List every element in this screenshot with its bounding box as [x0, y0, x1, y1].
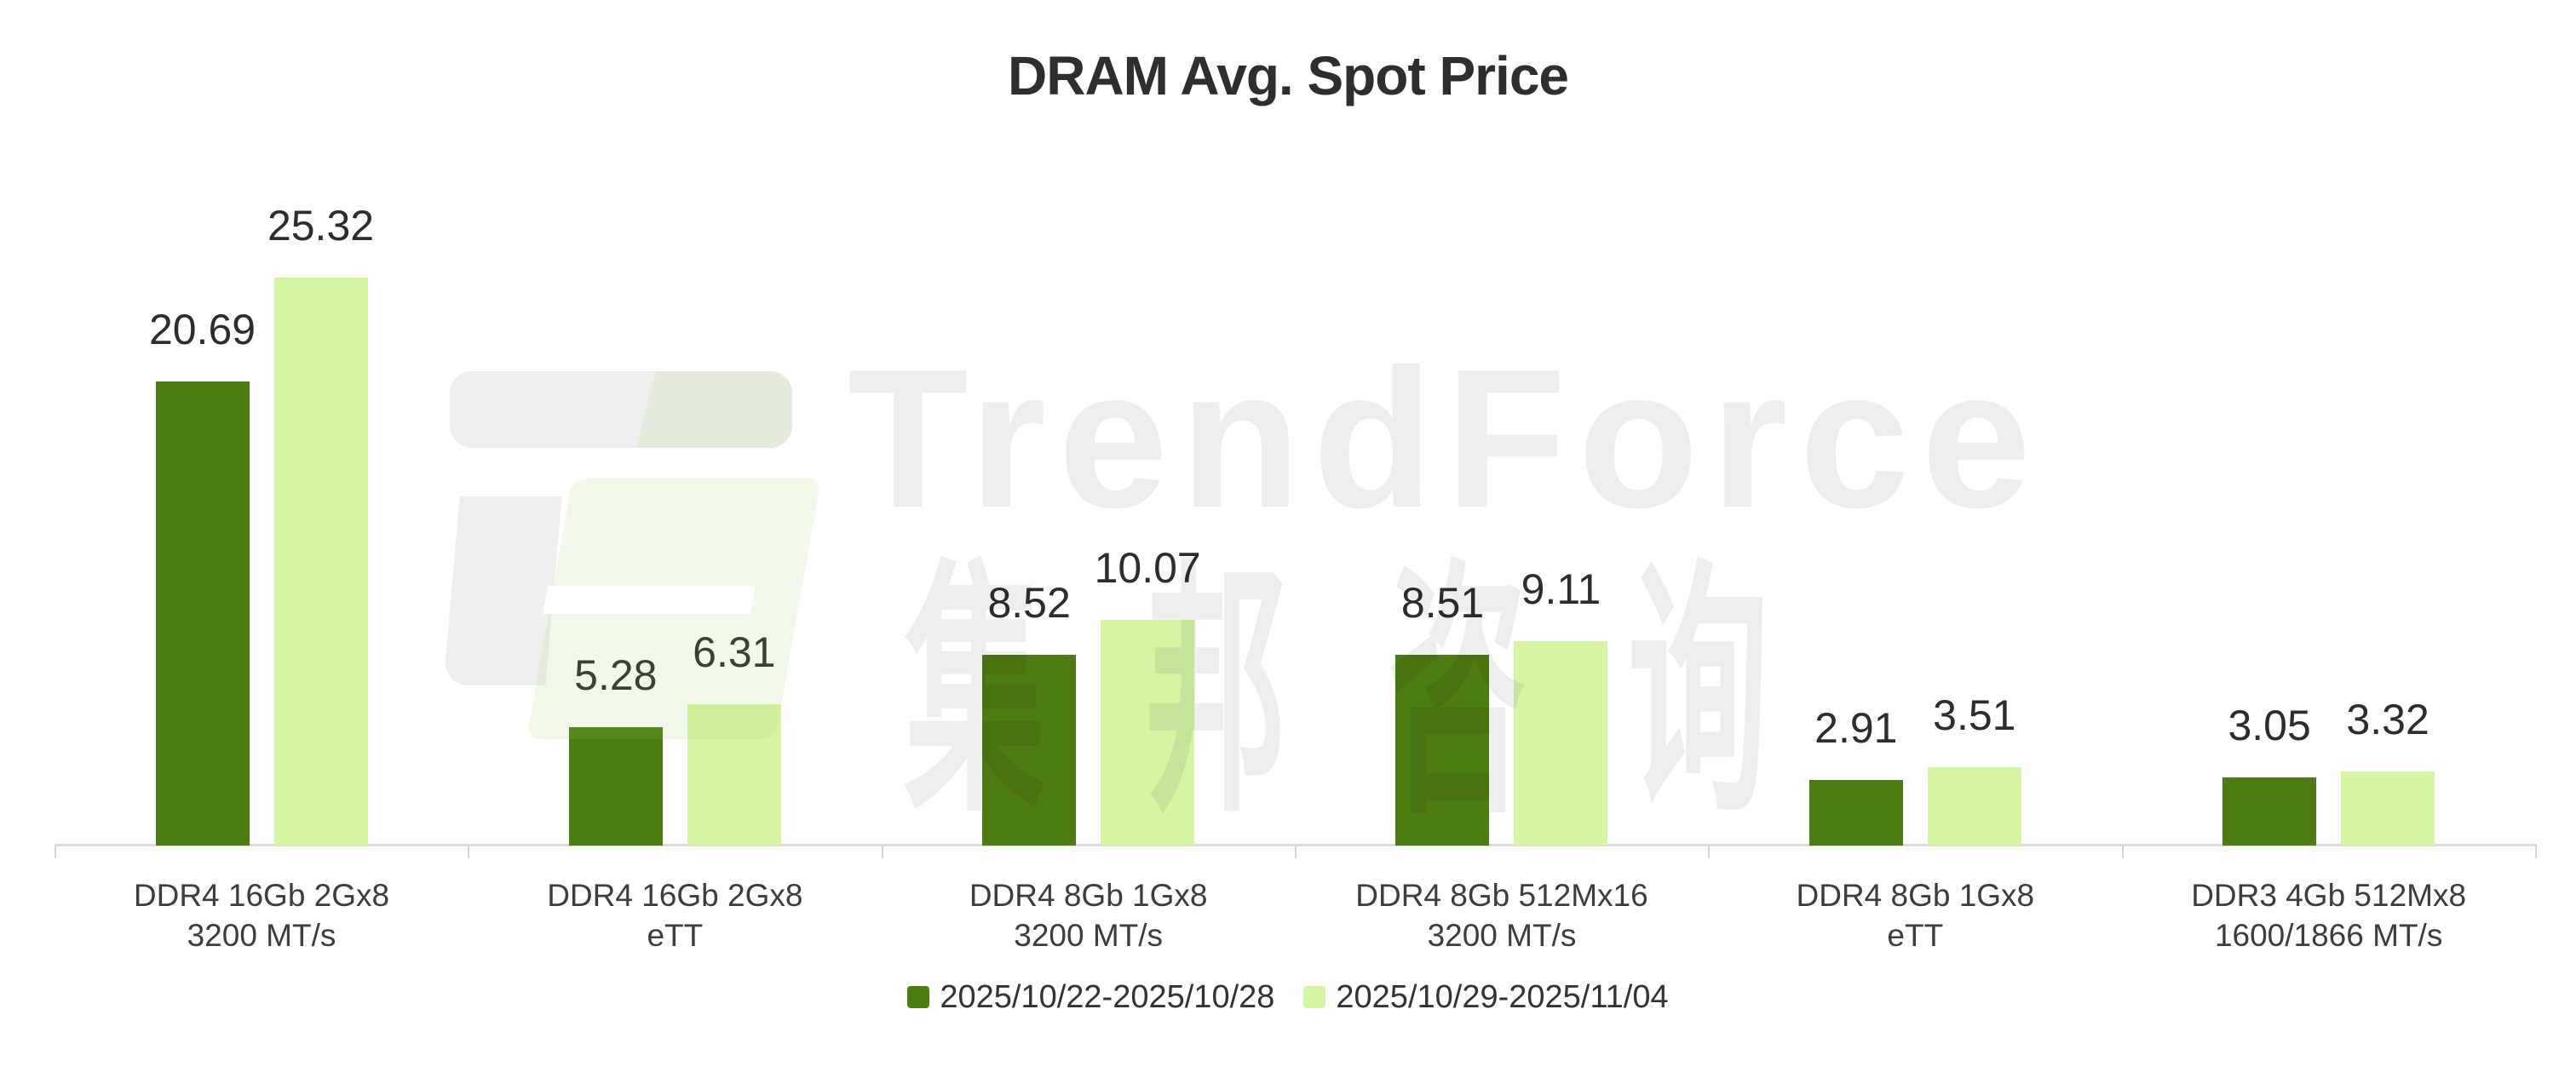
bar-series1-cat6	[2222, 777, 2317, 846]
bar-value-label: 3.05	[2228, 701, 2311, 749]
x-axis-tick	[1294, 846, 1297, 858]
legend-marker-icon	[907, 986, 930, 1008]
x-axis-category-label: DDR4 8Gb 512Mx16 3200 MT/s	[1295, 875, 1709, 956]
x-axis-category-line: DDR4 8Gb 1Gx8	[1796, 878, 2035, 913]
legend-label: 2025/10/22-2025/10/28	[940, 979, 1275, 1015]
bar-series1-cat2	[568, 726, 663, 846]
bar-value-label: 9.11	[1521, 565, 1601, 614]
x-axis-category-line: DDR3 4Gb 512Mx8	[2191, 878, 2467, 913]
x-axis-category-line: eTT	[1887, 918, 1944, 954]
bar-series1-cat3	[982, 654, 1077, 846]
bar-value-label: 20.69	[148, 306, 256, 354]
x-axis-tick	[2121, 846, 2124, 858]
legend-item-2: 2025/10/29-2025/11/04	[1303, 979, 1669, 1015]
bar-series1-cat5	[1808, 780, 1903, 846]
bar-value-label: 8.52	[987, 578, 1071, 627]
bar-series2-cat5	[1927, 766, 2021, 846]
x-axis-category-label: DDR4 16Gb 2Gx8 eTT	[468, 875, 882, 956]
x-axis-category-label: DDR3 4Gb 512Mx8 1600/1866 MT/s	[2122, 875, 2536, 956]
x-axis-tick	[55, 846, 56, 858]
x-axis-category-label: DDR4 16Gb 2Gx8 3200 MT/s	[55, 875, 469, 956]
x-axis-category-line: DDR4 16Gb 2Gx8	[133, 878, 390, 913]
x-axis-tick	[468, 846, 470, 858]
x-axis-category-label: DDR4 8Gb 1Gx8 3200 MT/s	[882, 875, 1296, 956]
x-axis-category-line: DDR4 8Gb 512Mx16	[1355, 878, 1648, 913]
bar-value-label: 3.51	[1933, 691, 2016, 739]
bar-series1-cat4	[1395, 654, 1490, 846]
bar-series2-cat6	[2341, 771, 2435, 846]
x-axis-category-line: DDR4 8Gb 1Gx8	[969, 878, 1208, 913]
x-axis-category-line: 1600/1866 MT/s	[2214, 918, 2443, 954]
x-axis-category-line: 3200 MT/s	[187, 918, 336, 954]
chart-legend: 2025/10/22-2025/10/28 2025/10/29-2025/11/…	[0, 981, 2576, 1013]
x-axis-category-line: DDR4 16Gb 2Gx8	[547, 878, 803, 913]
bar-value-label: 8.51	[1400, 578, 1485, 627]
x-axis-line	[55, 844, 2537, 846]
bar-series2-cat3	[1101, 619, 1195, 846]
bar-series2-cat1	[273, 278, 368, 846]
legend-marker-icon	[1303, 986, 1326, 1008]
bar-value-label: 10.07	[1094, 543, 1201, 592]
legend-label: 2025/10/29-2025/11/04	[1336, 979, 1669, 1015]
x-axis-tick	[2534, 846, 2537, 858]
x-axis-category-line: eTT	[647, 918, 704, 954]
x-axis-category-label: DDR4 8Gb 1Gx8 eTT	[1708, 875, 2122, 956]
bar-value-label: 3.32	[2346, 695, 2429, 743]
x-axis-tick	[1708, 846, 1711, 858]
bar-value-label: 6.31	[693, 628, 776, 676]
bar-value-label: 2.91	[1814, 704, 1898, 753]
bar-series1-cat1	[155, 381, 250, 846]
x-axis-category-line: 3200 MT/s	[1014, 918, 1164, 954]
x-axis-category-line: 3200 MT/s	[1427, 918, 1577, 954]
x-axis-tick	[881, 846, 883, 858]
bar-series2-cat2	[687, 703, 781, 846]
chart-title: DRAM Avg. Spot Price	[1008, 45, 1569, 106]
bar-series2-cat4	[1514, 641, 1608, 846]
legend-item-1: 2025/10/22-2025/10/28	[907, 981, 1274, 1013]
bar-value-label: 5.28	[574, 651, 658, 699]
bar-value-label: 25.32	[267, 202, 375, 250]
